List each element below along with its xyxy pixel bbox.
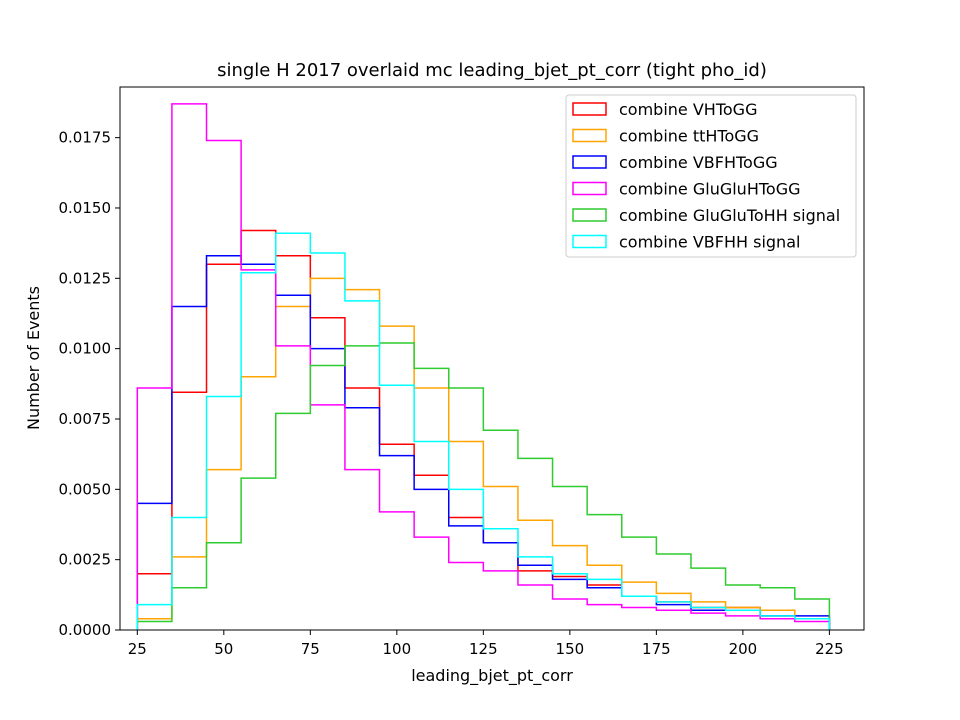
legend: combine VHToGG combine ttHToGG combine VBF… <box>565 94 857 258</box>
x-tick-label: 150 <box>556 640 585 658</box>
x-tick-label: 50 <box>214 640 233 658</box>
plot-frame <box>119 86 865 631</box>
legend-swatch <box>572 234 607 249</box>
x-tick-label: 200 <box>729 640 758 658</box>
legend-swatch <box>572 181 607 196</box>
y-axis: 0.0000 0.0025 0.0050 0.0075 0.0100 0.0125 0.01… <box>59 129 120 639</box>
legend-swatch <box>572 155 607 169</box>
x-tick-label: 75 <box>301 640 320 658</box>
x-tick-label: 100 <box>383 640 412 658</box>
legend-label: combine GluGluToHH signal <box>619 206 840 225</box>
legend-label: combine ttHToGG <box>619 127 759 146</box>
series-line-5 <box>136 232 831 630</box>
legend-swatch <box>572 208 607 222</box>
y-axis-label: Number of Events <box>24 286 43 430</box>
legend-swatch <box>572 102 607 116</box>
plot-area <box>119 86 865 631</box>
legend-label: combine GluGluHToGG <box>619 180 800 199</box>
x-tick-label: 225 <box>815 640 844 658</box>
y-tick-label: 0.0050 <box>59 480 112 498</box>
y-tick-label: 0.0175 <box>59 129 112 147</box>
legend-label: combine VBFHToGG <box>619 153 778 172</box>
legend-swatch <box>572 128 607 143</box>
legend-box <box>565 94 857 258</box>
chart-title: single H 2017 overlaid mc leading_bjet_p… <box>217 60 767 81</box>
series-line-4 <box>136 342 831 630</box>
x-tick-label: 125 <box>469 640 498 658</box>
series-layer <box>136 103 831 630</box>
y-tick-label: 0.0125 <box>59 269 112 287</box>
x-axis-label: leading_bjet_pt_corr <box>411 666 573 686</box>
x-axis: 25 50 75 100 125 150 175 200 225 <box>128 630 844 658</box>
x-tick-label: 25 <box>128 640 147 658</box>
y-tick-label: 0.0100 <box>59 340 112 358</box>
legend-label: combine VBFHH signal <box>619 233 800 252</box>
series-line-3 <box>136 103 831 630</box>
y-tick-label: 0.0000 <box>59 621 112 639</box>
y-tick-label: 0.0150 <box>59 199 112 217</box>
legend-label: combine VHToGG <box>619 100 757 119</box>
x-tick-label: 175 <box>642 640 671 658</box>
y-tick-label: 0.0025 <box>59 551 112 569</box>
y-tick-label: 0.0075 <box>59 410 112 428</box>
